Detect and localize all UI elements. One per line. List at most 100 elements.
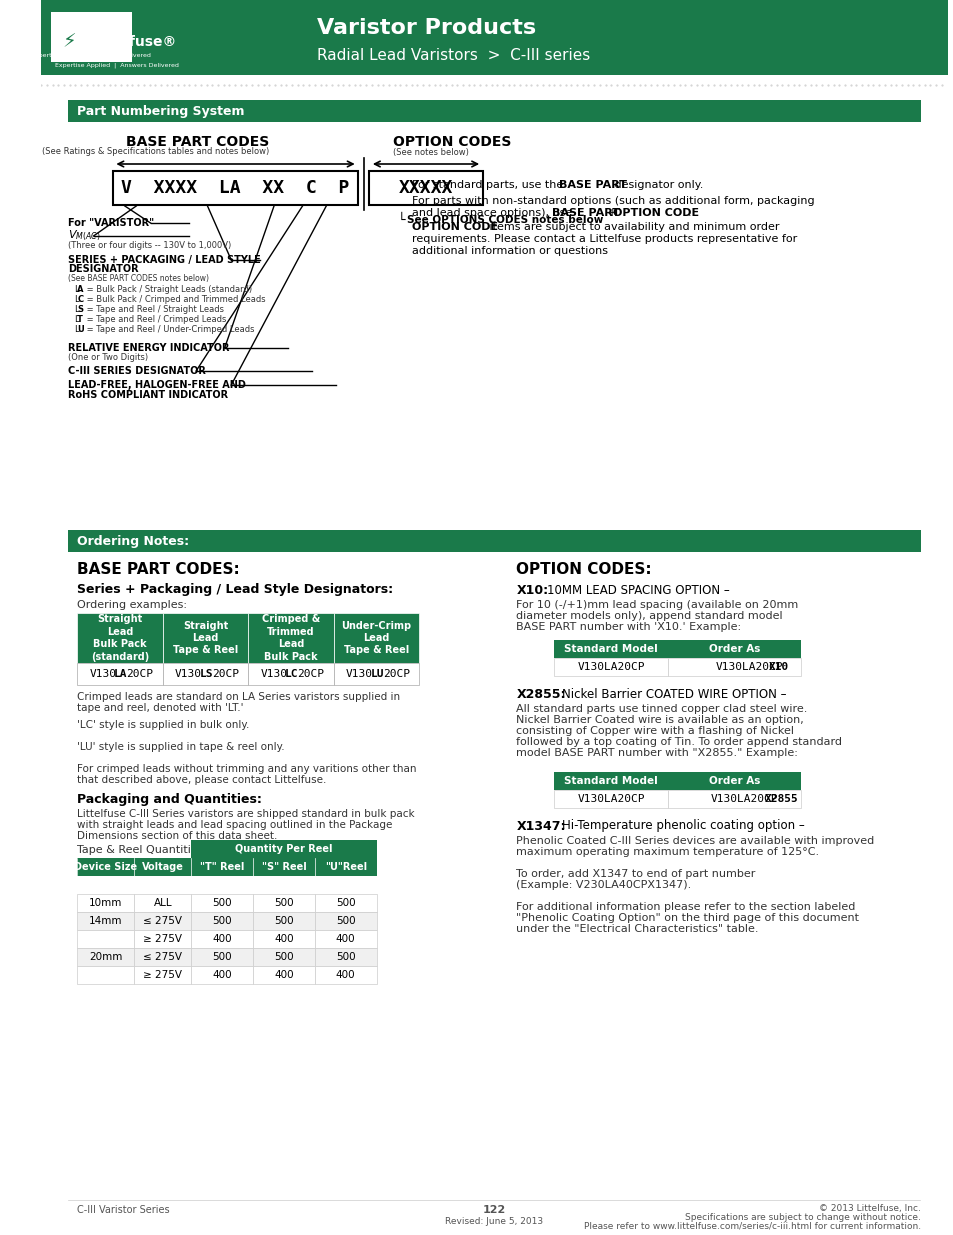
Text: and lead space options), use: and lead space options), use	[412, 207, 575, 219]
Bar	[192, 911, 253, 930]
Text: = Bulk Pack / Crimped and Trimmed Leads: = Bulk Pack / Crimped and Trimmed Leads	[84, 295, 265, 305]
Bar	[253, 930, 314, 948]
Bar	[77, 930, 134, 948]
Text: maximum operating maximum temperature of 125°C.: maximum operating maximum temperature of…	[516, 847, 819, 857]
Text: Specifications are subject to change without notice.: Specifications are subject to change wit…	[684, 1213, 920, 1221]
Text: 'LU' style is supplied in tape & reel only.: 'LU' style is supplied in tape & reel on…	[77, 742, 285, 752]
Bar	[192, 840, 376, 858]
Text: LS: LS	[199, 669, 213, 679]
Text: (One or Two Digits): (One or Two Digits)	[68, 353, 148, 363]
Text: Ordering Notes:: Ordering Notes:	[77, 535, 190, 547]
Bar	[77, 613, 163, 663]
Text: ≥ 275V: ≥ 275V	[143, 969, 182, 981]
Text: 400: 400	[274, 934, 294, 944]
Text: LA: LA	[113, 669, 128, 679]
Bar	[253, 948, 314, 966]
Text: L: L	[74, 315, 79, 325]
Text: Voltage: Voltage	[142, 862, 184, 872]
Text: "Phenolic Coating Option" on the third page of this document: "Phenolic Coating Option" on the third p…	[516, 913, 859, 923]
Bar	[112, 170, 357, 205]
Bar	[668, 658, 801, 676]
Text: 122: 122	[482, 1205, 505, 1215]
Text: X10: X10	[768, 662, 788, 672]
Text: 10mm: 10mm	[89, 898, 122, 908]
Bar	[77, 966, 134, 984]
Text: Device Size: Device Size	[74, 862, 137, 872]
Text: model BASE PART number with "X2855." Example:: model BASE PART number with "X2855." Exa…	[516, 748, 798, 758]
Bar	[77, 858, 134, 876]
Text: 500: 500	[335, 916, 355, 926]
Text: All standard parts use tinned copper clad steel wire.: All standard parts use tinned copper cla…	[516, 704, 807, 714]
Text: = Tape and Reel / Straight Leads: = Tape and Reel / Straight Leads	[84, 305, 224, 315]
Bar	[68, 100, 920, 122]
Text: BASE PART: BASE PART	[552, 207, 619, 219]
Text: C: C	[77, 295, 84, 305]
Bar	[134, 948, 192, 966]
Text: 400: 400	[335, 934, 355, 944]
Bar	[668, 790, 801, 808]
Text: +: +	[603, 207, 619, 219]
Text: V130: V130	[345, 669, 373, 679]
Text: 20CP: 20CP	[126, 669, 153, 679]
Text: 20mm: 20mm	[89, 952, 122, 962]
Text: C-III SERIES DESIGNATOR: C-III SERIES DESIGNATOR	[68, 366, 206, 375]
Text: BASE PART: BASE PART	[558, 180, 626, 190]
Bar	[192, 894, 253, 911]
Bar	[248, 663, 334, 685]
Text: (See Ratings & Specifications tables and notes below): (See Ratings & Specifications tables and…	[42, 147, 269, 157]
Bar	[554, 790, 668, 808]
Text: V130: V130	[90, 669, 116, 679]
Text: V130LA20CP: V130LA20CP	[715, 662, 782, 672]
Text: LC: LC	[285, 669, 298, 679]
Bar	[314, 930, 376, 948]
Bar	[77, 663, 163, 685]
Text: 500: 500	[213, 916, 232, 926]
Text: 'LC' style is supplied in bulk only.: 'LC' style is supplied in bulk only.	[77, 720, 250, 730]
Text: Littelfuse®: Littelfuse®	[51, 19, 131, 32]
Bar	[334, 663, 419, 685]
Text: Straight
Lead
Bulk Pack
(standard): Straight Lead Bulk Pack (standard)	[91, 614, 149, 662]
Text: Packaging and Quantities:: Packaging and Quantities:	[77, 793, 262, 805]
Text: V130LA20CP: V130LA20CP	[710, 794, 778, 804]
Text: 20CP: 20CP	[382, 669, 410, 679]
Text: (See BASE PART CODES notes below): (See BASE PART CODES notes below)	[68, 274, 209, 284]
Text: additional information or questions: additional information or questions	[412, 246, 607, 256]
Text: OPTION CODES:: OPTION CODES:	[516, 562, 651, 578]
Text: 500: 500	[274, 916, 294, 926]
Text: DESIGNATOR: DESIGNATOR	[68, 264, 138, 274]
Text: L: L	[74, 295, 79, 305]
Text: 500: 500	[335, 898, 355, 908]
Bar	[554, 640, 668, 658]
Text: ≥ 275V: ≥ 275V	[143, 934, 182, 944]
Text: RELATIVE ENERGY INDICATOR: RELATIVE ENERGY INDICATOR	[68, 343, 229, 353]
Text: OPTION CODE: OPTION CODE	[412, 222, 497, 232]
Bar	[68, 530, 920, 552]
Text: $V_{M(AC)}$: $V_{M(AC)}$	[68, 228, 100, 243]
Text: X10:: X10:	[516, 583, 548, 597]
Text: S: S	[77, 305, 83, 315]
Text: Hi-Temperature phenolic coating option –: Hi-Temperature phenolic coating option –	[561, 820, 803, 832]
Text: = Tape and Reel / Crimped Leads: = Tape and Reel / Crimped Leads	[84, 315, 226, 325]
Text: Series + Packaging / Lead Style Designators:: Series + Packaging / Lead Style Designat…	[77, 583, 393, 597]
Text: items are subject to availability and minimum order: items are subject to availability and mi…	[485, 222, 779, 232]
Text: T: T	[77, 315, 83, 325]
Text: L: L	[74, 305, 79, 315]
Bar	[134, 930, 192, 948]
Text: LEAD-FREE, HALOGEN-FREE AND: LEAD-FREE, HALOGEN-FREE AND	[68, 380, 246, 390]
Text: X2855:: X2855:	[516, 688, 565, 700]
Text: Littelfuse C-III Series varistors are shipped standard in bulk pack: Littelfuse C-III Series varistors are sh…	[77, 809, 415, 819]
Text: 10MM LEAD SPACING OPTION –: 10MM LEAD SPACING OPTION –	[546, 583, 729, 597]
Text: Standard Model: Standard Model	[564, 776, 658, 785]
Text: V130: V130	[174, 669, 201, 679]
Text: LU: LU	[370, 669, 383, 679]
Text: ALL: ALL	[153, 898, 172, 908]
Bar	[248, 613, 334, 663]
Text: X2855: X2855	[764, 794, 798, 804]
Text: V130: V130	[260, 669, 287, 679]
Text: 400: 400	[335, 969, 355, 981]
Bar	[163, 613, 248, 663]
Bar	[192, 930, 253, 948]
Bar	[51, 12, 132, 62]
Text: RoHS COMPLIANT INDICATOR: RoHS COMPLIANT INDICATOR	[68, 390, 228, 400]
Text: U: U	[77, 326, 84, 335]
